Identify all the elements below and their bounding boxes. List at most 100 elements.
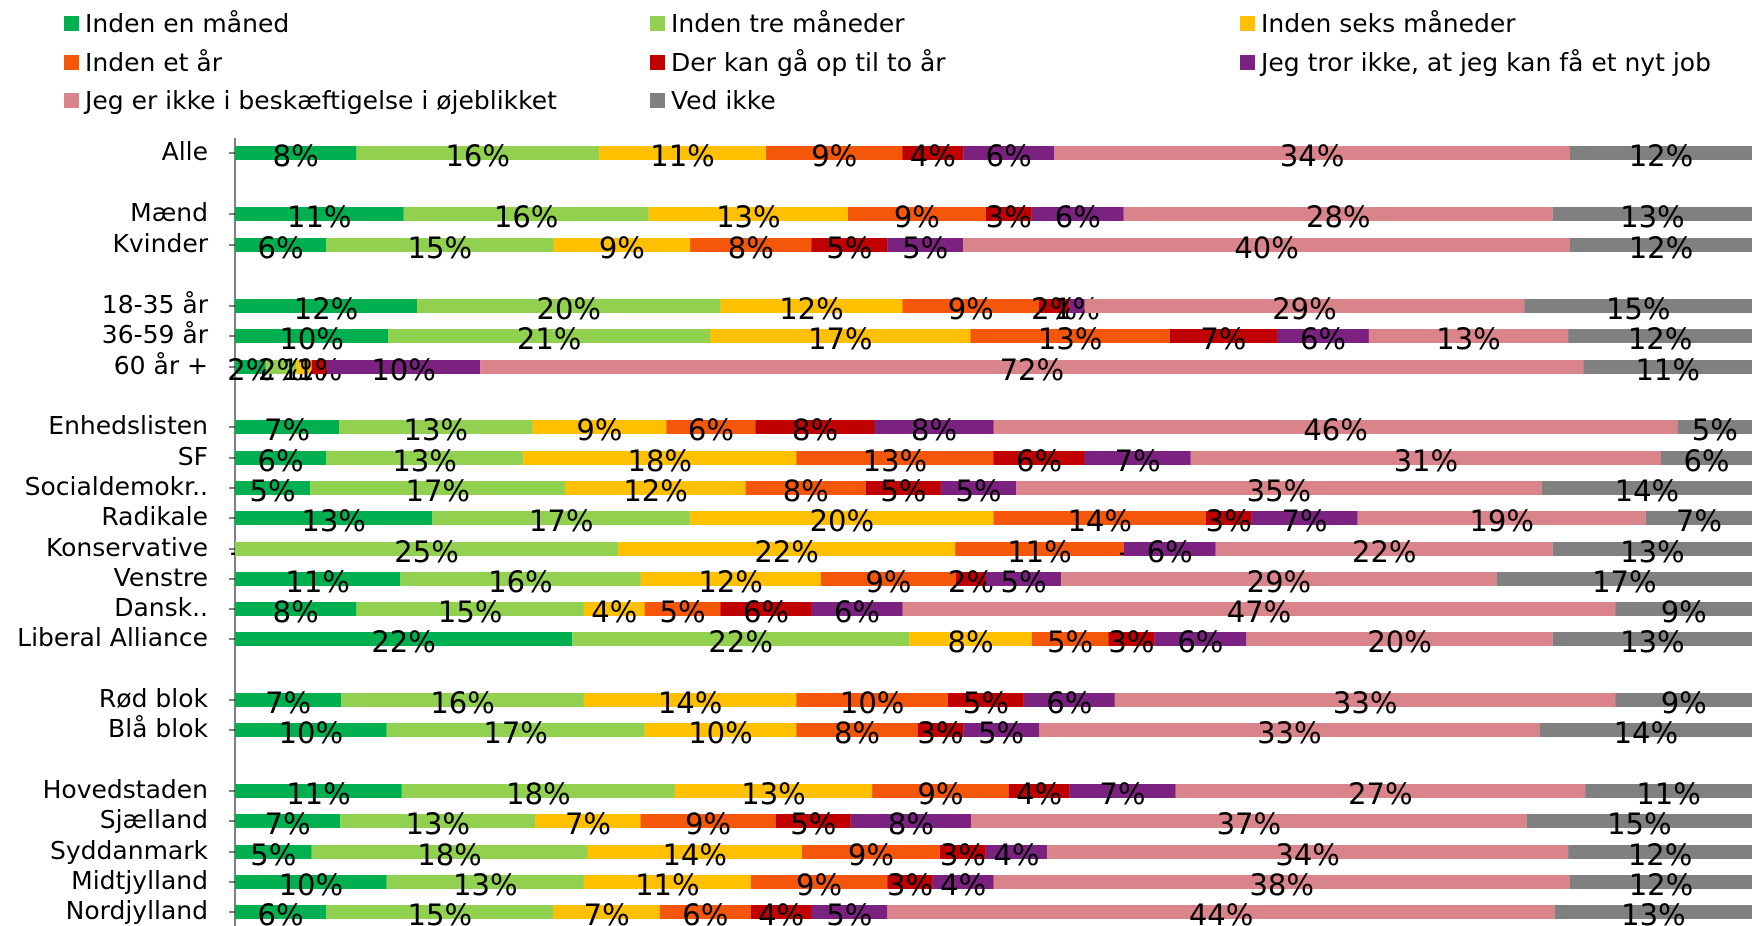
bar-segment [720,602,812,616]
bar-segment [1069,784,1176,798]
bar-segment [985,572,1062,586]
bar-segment [902,146,964,160]
data-label: 13% [741,777,805,811]
bar-segment [235,360,266,374]
data-label: 12% [623,474,687,508]
data-label: 9% [865,565,911,599]
chart-legend: Inden en måned Inden tre måneder Inden sek… [0,0,1752,120]
data-label: 9% [811,139,857,173]
data-label: 5% [963,686,1009,720]
bar-segment [690,238,812,252]
bar-segment [386,875,584,889]
data-label: 13% [392,444,456,478]
data-label: 12% [1628,322,1692,356]
data-label: 17% [406,474,470,508]
data-label: 11% [1636,777,1700,811]
bar-segment [963,146,1055,160]
bar-segment [235,814,341,828]
bar-segment [1016,481,1542,495]
bar-segment [386,723,645,737]
data-label: 9% [848,838,894,872]
data-label: 12% [698,565,762,599]
data-label: 7% [1099,777,1145,811]
data-label: 13% [1621,898,1685,926]
bar-segment [1585,784,1752,798]
data-label: 6% [688,413,734,447]
data-label: 46% [1303,413,1367,447]
data-label: 9% [948,292,994,326]
data-label: 3% [887,868,933,902]
data-label: 6% [986,139,1032,173]
bar-segment [326,238,554,252]
data-label: 13% [406,807,470,841]
data-label: 10% [688,716,752,750]
bar-segment [1190,451,1661,465]
bar-segment [1569,146,1752,160]
bar-segment [1114,693,1616,707]
bar-segment [963,238,1570,252]
data-label: 13% [301,504,365,538]
data-label: 12% [1629,868,1693,902]
bar-segment [1169,329,1277,343]
legend-item: Ved ikke [650,85,776,115]
data-label: 8% [888,807,934,841]
bar-segment [235,572,401,586]
bar-segment [403,207,649,221]
bar-segment [1552,542,1752,556]
bar-segment [400,572,641,586]
legend-swatch [64,92,79,108]
bar-segment [993,451,1085,465]
bar-segment [917,723,964,737]
data-label: 11% [287,200,351,234]
data-label: 27% [1348,777,1412,811]
category-label: Konservative [46,533,208,562]
data-label: 6% [1177,625,1223,659]
data-label: 3% [1206,504,1252,538]
data-label: 8% [728,231,774,265]
bar-segment [811,238,888,252]
data-label: 6% [258,444,304,478]
data-label: 9% [894,200,940,234]
data-label: 7% [265,686,311,720]
bar-segment [388,329,711,343]
bar-segment [640,814,776,828]
bar-segment [618,542,956,556]
data-label: 10% [279,868,343,902]
data-label: 4% [940,868,986,902]
data-label: 6% [834,595,880,629]
bar-segment [572,632,910,646]
data-label: 34% [1280,139,1344,173]
bar-segment [1552,632,1752,646]
bar-segment [326,360,481,374]
bar-segment [847,207,986,221]
bar-segment [644,602,721,616]
data-label: 20% [810,504,874,538]
bar-segment [644,723,797,737]
bar-segment [674,784,873,798]
data-label: 12% [294,292,358,326]
data-label: 16% [430,686,494,720]
data-label: 34% [1275,838,1339,872]
data-label: 3% [986,200,1032,234]
bar-segment [710,329,971,343]
bar-segment [1583,360,1752,374]
category-label: Mænd [130,198,208,227]
legend-label: Jeg tror ikke, at jeg kan få et nyt job [1261,47,1711,77]
legend-swatch [650,54,665,70]
data-label: 5% [1001,565,1047,599]
category-label: Kvinder [112,229,208,258]
bar-segment [235,207,404,221]
data-label: 10% [371,353,435,387]
data-label: 14% [1614,716,1678,750]
data-label: 7% [1200,322,1246,356]
data-label: 3% [917,716,963,750]
bar-segment [963,723,1040,737]
bar-segment [553,905,660,919]
legend-item: Jeg tror ikke, at jeg kan få et nyt job [1240,47,1711,77]
data-label: 13% [1620,200,1684,234]
legend-swatch [650,92,665,108]
data-label: 19% [1469,504,1533,538]
category-label: Venstre [114,563,208,592]
data-label: 13% [1436,322,1500,356]
